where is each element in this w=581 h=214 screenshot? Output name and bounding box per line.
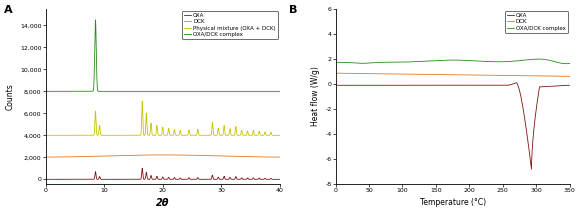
Physical mixture (OXA + DCK) xyxy=(127,134,134,137)
OXA xyxy=(446,84,453,87)
OXA/DCK complex xyxy=(345,61,352,64)
DCK xyxy=(216,155,223,157)
DCK xyxy=(490,74,497,77)
Physical mixture (OXA + DCK) xyxy=(228,134,235,137)
OXA/DCK complex xyxy=(446,59,453,61)
Physical mixture (OXA + DCK) xyxy=(54,134,61,137)
DCK xyxy=(159,154,166,156)
OXA xyxy=(490,84,497,87)
X-axis label: Temperature (°C): Temperature (°C) xyxy=(419,198,486,207)
OXA xyxy=(393,84,400,87)
OXA/DCK complex xyxy=(566,62,573,65)
DCK xyxy=(54,156,61,158)
OXA/DCK complex xyxy=(563,62,570,65)
OXA xyxy=(345,84,352,87)
OXA xyxy=(127,178,134,181)
OXA xyxy=(566,84,573,87)
Line: Physical mixture (OXA + DCK): Physical mixture (OXA + DCK) xyxy=(46,101,279,135)
OXA/DCK complex xyxy=(425,60,432,62)
OXA/DCK complex xyxy=(181,90,188,93)
OXA xyxy=(139,167,146,170)
OXA/DCK complex xyxy=(535,58,542,60)
DCK xyxy=(127,154,134,157)
DCK xyxy=(566,75,573,78)
OXA/DCK complex xyxy=(228,90,235,93)
DCK xyxy=(421,73,428,76)
DCK xyxy=(332,72,339,74)
OXA/DCK complex xyxy=(42,90,49,93)
OXA/DCK complex xyxy=(216,90,223,93)
OXA/DCK complex xyxy=(127,90,134,93)
Legend: OXA, DCK, Physical mixture (OXA + DCK), OXA/DCK complex: OXA, DCK, Physical mixture (OXA + DCK), … xyxy=(182,10,278,39)
OXA xyxy=(228,178,235,181)
OXA xyxy=(42,178,49,181)
OXA xyxy=(421,84,428,87)
OXA/DCK complex xyxy=(393,61,400,64)
DCK xyxy=(42,156,49,158)
DCK xyxy=(345,72,352,75)
DCK xyxy=(228,155,235,158)
DCK xyxy=(191,154,198,157)
DCK xyxy=(446,73,453,76)
Line: DCK: DCK xyxy=(336,73,569,76)
DCK xyxy=(181,154,188,156)
OXA xyxy=(181,178,188,181)
OXA xyxy=(528,168,535,171)
OXA/DCK complex xyxy=(54,90,61,93)
DCK xyxy=(425,73,432,76)
Text: A: A xyxy=(3,5,12,15)
Physical mixture (OXA + DCK) xyxy=(191,134,198,137)
OXA/DCK complex xyxy=(421,60,428,62)
Text: B: B xyxy=(289,5,297,15)
OXA/DCK complex xyxy=(490,60,497,63)
Physical mixture (OXA + DCK) xyxy=(276,134,283,137)
Physical mixture (OXA + DCK) xyxy=(42,134,49,137)
Y-axis label: Counts: Counts xyxy=(6,83,15,110)
OXA xyxy=(54,178,61,181)
Line: OXA/DCK complex: OXA/DCK complex xyxy=(336,59,569,64)
DCK xyxy=(276,156,283,158)
OXA xyxy=(332,84,339,87)
OXA xyxy=(191,178,198,181)
OXA/DCK complex xyxy=(332,61,339,64)
OXA/DCK complex xyxy=(276,90,283,93)
Line: OXA: OXA xyxy=(336,83,569,169)
DCK xyxy=(393,73,400,75)
Line: OXA/DCK complex: OXA/DCK complex xyxy=(46,20,279,91)
OXA xyxy=(276,178,283,181)
Legend: OXA, DCK, OXA/DCK complex: OXA, DCK, OXA/DCK complex xyxy=(505,10,568,33)
Physical mixture (OXA + DCK) xyxy=(139,100,146,103)
Line: DCK: DCK xyxy=(46,155,279,157)
Physical mixture (OXA + DCK) xyxy=(216,132,223,135)
X-axis label: 2θ: 2θ xyxy=(156,198,170,208)
Line: OXA: OXA xyxy=(46,168,279,179)
OXA/DCK complex xyxy=(92,19,99,21)
Y-axis label: Heat flow (W/g): Heat flow (W/g) xyxy=(311,66,320,126)
OXA/DCK complex xyxy=(191,90,198,93)
OXA xyxy=(512,81,519,84)
OXA xyxy=(216,178,223,180)
OXA xyxy=(425,84,432,87)
Physical mixture (OXA + DCK) xyxy=(181,134,188,137)
